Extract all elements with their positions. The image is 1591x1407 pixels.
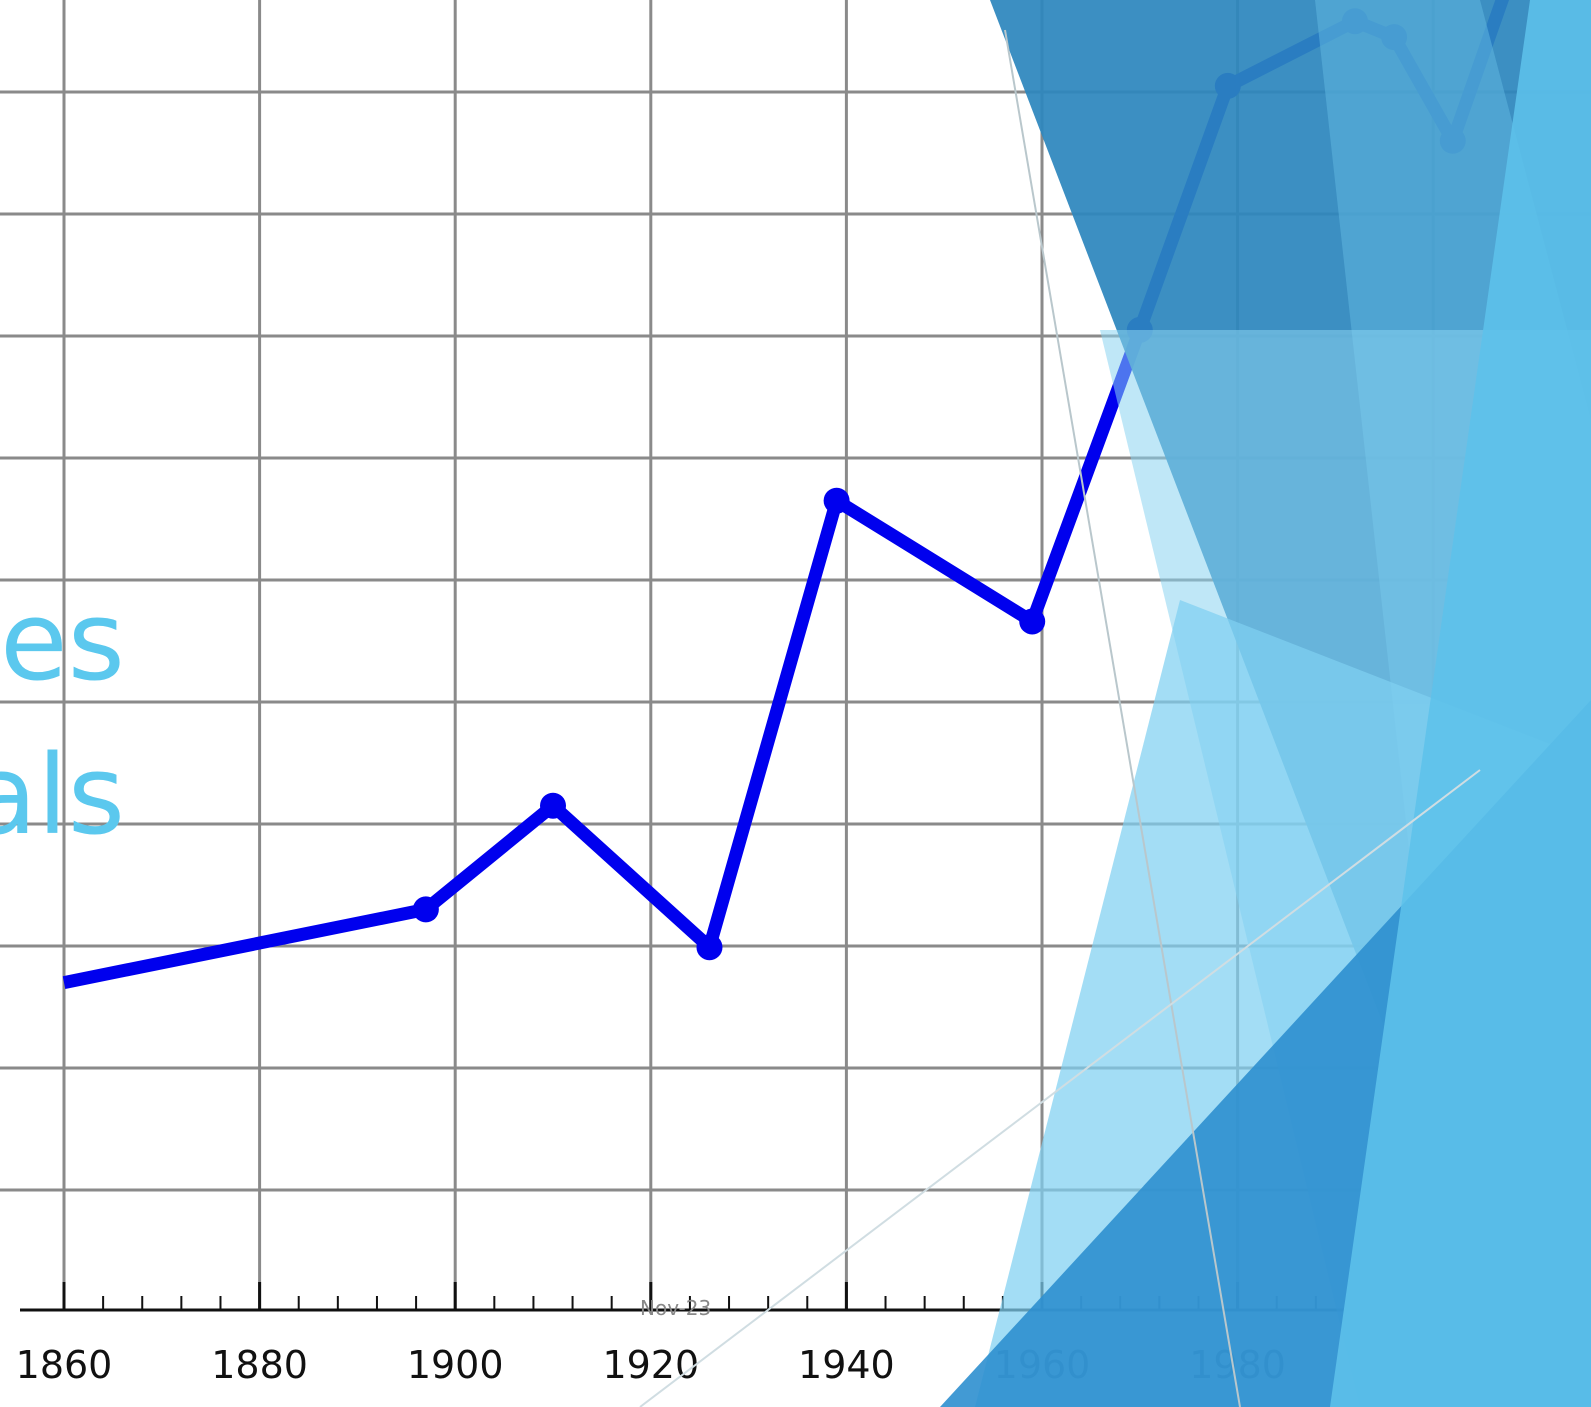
x-tick-label: 1880 <box>211 1343 308 1387</box>
x-tick-label: 1860 <box>16 1343 113 1387</box>
x-tick-label: 1920 <box>602 1343 699 1387</box>
decorative-shapes <box>639 0 1591 1407</box>
slide-title-line-2: als <box>0 731 125 859</box>
slide-title-line-1: es <box>0 577 125 705</box>
data-point <box>823 487 850 514</box>
footer-date: Nov-23 <box>640 1296 712 1320</box>
data-point <box>1019 608 1046 635</box>
data-point <box>540 792 566 819</box>
data-point <box>412 896 439 923</box>
x-tick-label: 1900 <box>407 1343 504 1387</box>
data-point <box>696 934 723 961</box>
x-tick-label: 1940 <box>798 1343 895 1387</box>
